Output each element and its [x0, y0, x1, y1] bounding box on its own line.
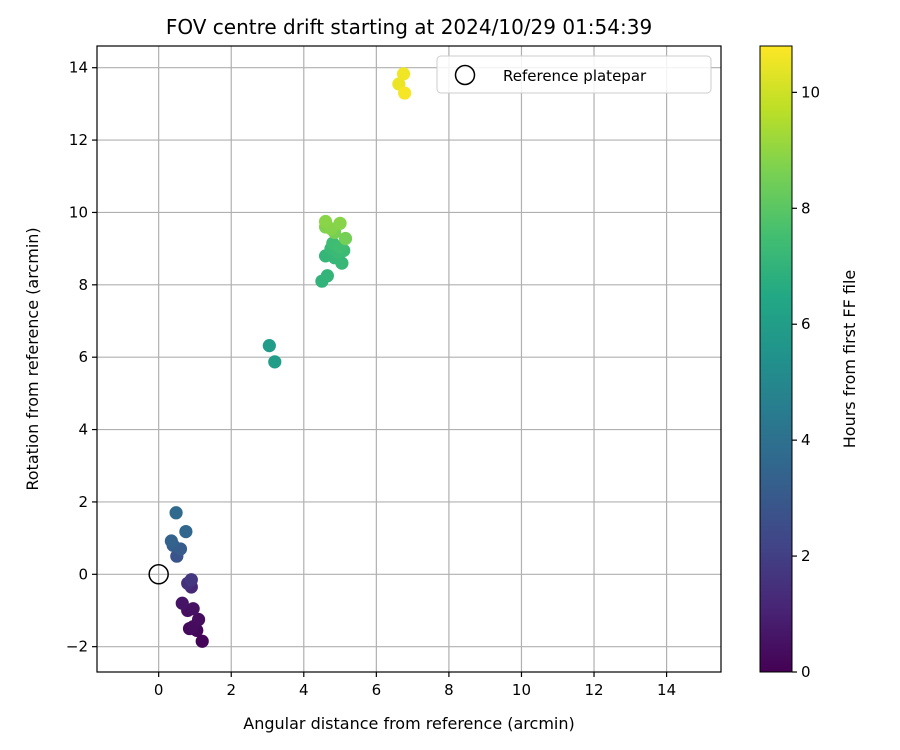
data-point	[338, 231, 353, 246]
y-axis-ticks: −2 0 2 4 6 8 10 12 14	[66, 59, 97, 656]
x-tick-label: 0	[154, 681, 164, 699]
plot-frame	[96, 45, 722, 673]
colorbar: 0 2 4 6 8 10 Hours from first FF file	[759, 45, 859, 681]
data-point	[179, 525, 193, 539]
data-point	[396, 67, 411, 81]
legend-box	[436, 55, 712, 94]
y-axis-label: Rotation from reference (arcmin)	[23, 227, 42, 490]
colorbar-tick-label: 0	[801, 663, 811, 681]
x-tick-label: 6	[372, 681, 382, 699]
colorbar-tick-label: 8	[801, 199, 811, 217]
y-tick-label: 14	[69, 59, 88, 77]
data-point	[169, 506, 183, 520]
y-tick-label: 6	[78, 348, 88, 366]
x-tick-label: 12	[584, 681, 603, 699]
y-tick-label: 0	[78, 565, 88, 583]
colorbar-label: Hours from first FF file	[840, 270, 859, 449]
reference-platepar-marker	[148, 564, 169, 585]
x-tick-label: 10	[512, 681, 531, 699]
data-point	[335, 256, 349, 270]
data-point	[398, 86, 412, 100]
x-tick-label: 14	[657, 681, 676, 699]
data-points	[164, 67, 412, 648]
y-tick-label: 12	[69, 131, 88, 149]
data-point	[320, 269, 334, 283]
data-point	[184, 573, 198, 587]
data-point	[175, 596, 189, 610]
chart-title: FOV centre drift starting at 2024/10/29 …	[166, 15, 652, 39]
data-point	[318, 214, 333, 229]
colorbar-tick-label: 2	[801, 547, 811, 565]
data-point	[186, 602, 200, 616]
y-tick-label: 4	[78, 421, 88, 439]
legend: Reference platepar	[436, 55, 712, 94]
data-point	[195, 634, 209, 648]
data-point	[333, 216, 347, 230]
colorbar-tick-label: 6	[801, 315, 811, 333]
colorbar-tick-label: 4	[801, 431, 811, 449]
x-tick-label: 8	[444, 681, 454, 699]
x-axis-ticks: 0 2 4 6 8 10 12 14	[154, 672, 676, 699]
legend-marker-reference	[454, 64, 476, 86]
data-point	[262, 339, 276, 353]
x-tick-label: 4	[299, 681, 309, 699]
colorbar-ticks: 0 2 4 6 8 10	[792, 83, 820, 681]
y-tick-label: 8	[78, 276, 88, 294]
y-tick-label: −2	[66, 638, 88, 656]
legend-label-reference: Reference platepar	[503, 67, 647, 85]
colorbar-gradient	[759, 45, 793, 673]
x-tick-label: 2	[226, 681, 236, 699]
y-tick-label: 2	[78, 493, 88, 511]
data-point	[268, 355, 282, 369]
y-tick-label: 10	[69, 203, 88, 221]
colorbar-tick-label: 10	[801, 83, 820, 101]
data-point	[164, 534, 178, 548]
x-axis-label: Angular distance from reference (arcmin)	[243, 714, 574, 733]
data-point	[191, 612, 206, 627]
